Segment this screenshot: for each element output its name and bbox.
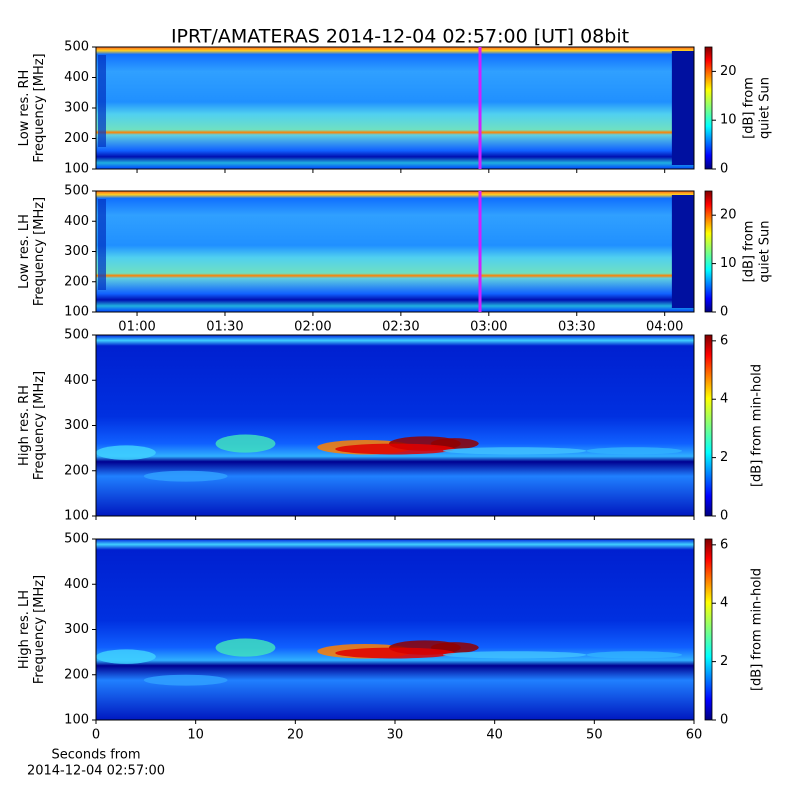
spectrogram-feature [215, 638, 276, 657]
spectrogram-feature [96, 445, 156, 460]
y-tick-label: 400 [64, 373, 89, 388]
spectrogram-feature [335, 647, 455, 659]
y-tick-label: 400 [64, 70, 89, 85]
spectrogram [96, 539, 694, 720]
y-axis-label: Low res. LH [17, 214, 32, 289]
x-tick-label: 30 [387, 728, 404, 743]
colorbar-label: [dB] from [742, 221, 757, 283]
y-tick-label: 300 [64, 101, 89, 116]
spectrogram [96, 335, 694, 516]
y-tick-label: 300 [64, 244, 89, 259]
y-tick-label: 400 [64, 577, 89, 592]
colorbar-label: [dB] from [742, 77, 757, 139]
colorbar-label: quiet Sun [758, 77, 773, 139]
x-tick-label: 60 [686, 728, 703, 743]
y-tick-label: 500 [64, 184, 89, 199]
y-tick-label: 400 [64, 214, 89, 229]
y-tick-label: 100 [64, 305, 89, 320]
y-tick-label: 200 [64, 274, 89, 289]
colorbar-tick-label: 6 [720, 537, 728, 552]
spectrogram [96, 191, 694, 312]
colorbar-tick-label: 2 [720, 450, 728, 465]
y-tick-label: 100 [64, 509, 89, 524]
figure-title: IPRT/AMATERAS 2014-12-04 02:57:00 [UT] 0… [171, 26, 629, 48]
y-tick-label: 300 [64, 418, 89, 433]
y-axis-label: Frequency [MHz] [32, 371, 47, 480]
y-axis-label: Frequency [MHz] [32, 197, 47, 306]
colorbar-tick-label: 0 [720, 713, 728, 728]
colorbar-label: quiet Sun [758, 220, 773, 282]
colorbar-tick-label: 0 [720, 509, 728, 524]
spectrogram-feature [335, 443, 455, 455]
colorbar-tick-label: 20 [720, 208, 737, 223]
colorbar-tick-label: 10 [720, 256, 737, 271]
x-tick-label: 03:30 [558, 320, 595, 335]
spectrogram [96, 47, 694, 169]
y-axis-label: Low res. RH [17, 70, 32, 147]
colorbar-tick-label: 0 [720, 305, 728, 320]
x-tick-label: 10 [187, 728, 204, 743]
x-tick-label: 02:30 [382, 320, 419, 335]
spectrogram-feature [143, 674, 228, 686]
y-tick-label: 500 [64, 328, 89, 343]
x-tick-label: 02:00 [294, 320, 331, 335]
colorbar-tick-label: 4 [720, 392, 728, 407]
y-axis-label: Frequency [MHz] [32, 575, 47, 684]
colorbar-tick-label: 10 [720, 113, 737, 128]
y-axis-label: Frequency [MHz] [32, 53, 47, 162]
y-tick-label: 500 [64, 532, 89, 547]
x-axis-label: Seconds from [51, 748, 140, 763]
colorbar-label: [dB] from min-hold [750, 364, 765, 487]
colorbar [704, 190, 713, 313]
x-tick-label: 40 [486, 728, 503, 743]
colorbar-tick-label: 4 [720, 596, 728, 611]
colorbar-tick-label: 20 [720, 64, 737, 79]
spectrogram-feature [586, 651, 683, 659]
spectrogram-feature [143, 470, 228, 482]
y-tick-label: 100 [64, 162, 89, 177]
y-tick-label: 200 [64, 667, 89, 682]
y-tick-label: 200 [64, 131, 89, 146]
colorbar-tick-label: 2 [720, 654, 728, 669]
spectrogram-gap [98, 199, 106, 290]
y-tick-label: 200 [64, 463, 89, 478]
spectrogram-feature [215, 434, 276, 453]
spectrogram-feature [442, 447, 587, 455]
spectrogram-gap [98, 55, 106, 147]
x-tick-label: 0 [92, 728, 100, 743]
y-tick-label: 500 [64, 40, 89, 55]
spectrogram-gap [671, 51, 694, 165]
x-tick-label: 01:30 [206, 320, 243, 335]
colorbar-label: [dB] from min-hold [750, 568, 765, 691]
x-tick-label: 20 [287, 728, 304, 743]
y-tick-label: 300 [64, 622, 89, 637]
colorbar [704, 46, 713, 170]
x-tick-label: 04:00 [646, 320, 683, 335]
spectrogram-feature [586, 447, 683, 455]
x-tick-label: 50 [586, 728, 603, 743]
spectrogram-feature [96, 649, 156, 664]
x-tick-label: 03:00 [470, 320, 507, 335]
spectrogram-feature [442, 651, 587, 659]
y-axis-label: High res. RH [17, 385, 32, 466]
spectrogram-gap [671, 195, 694, 308]
colorbar [704, 334, 713, 517]
colorbar [704, 538, 713, 721]
y-axis-label: High res. LH [17, 590, 32, 669]
x-tick-label: 01:00 [118, 320, 155, 335]
colorbar-tick-label: 6 [720, 333, 728, 348]
x-axis-label: 2014-12-04 02:57:00 [27, 764, 165, 779]
colorbar-tick-label: 0 [720, 162, 728, 177]
y-tick-label: 100 [64, 713, 89, 728]
